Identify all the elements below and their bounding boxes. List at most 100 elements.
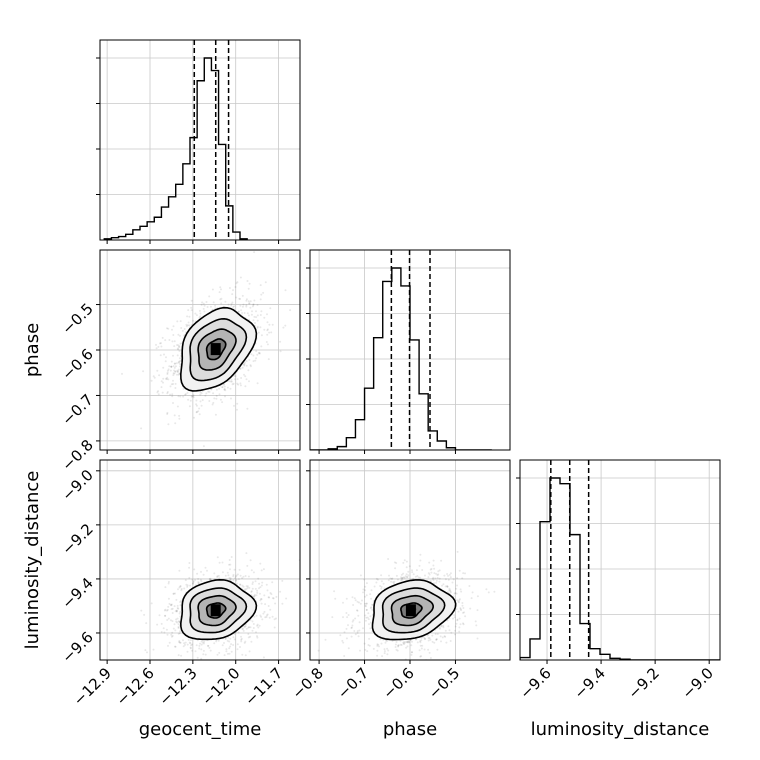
sample-point: [167, 378, 170, 381]
sample-point: [245, 627, 248, 630]
sample-point: [245, 304, 248, 307]
sample-point: [210, 388, 213, 391]
sample-point: [404, 575, 407, 578]
sample-point: [428, 637, 431, 640]
sample-point: [219, 286, 222, 289]
sample-point: [274, 602, 277, 605]
sample-point: [250, 640, 253, 643]
sample-point: [227, 636, 230, 639]
sample-point: [423, 638, 426, 641]
sample-point: [238, 297, 241, 300]
y-axis-title-phase: phase: [22, 323, 43, 377]
sample-point: [187, 661, 189, 663]
sample-point: [174, 387, 177, 389]
sample-point: [421, 569, 424, 571]
sample-point: [427, 572, 430, 575]
sample-point: [257, 577, 260, 580]
sample-point: [259, 298, 262, 301]
sample-point: [160, 345, 163, 348]
sample-point: [209, 577, 212, 580]
sample-point: [364, 619, 367, 622]
sample-point: [237, 578, 240, 581]
sample-point: [395, 648, 398, 651]
sample-point: [179, 320, 182, 323]
sample-point: [165, 356, 167, 359]
sample-point: [241, 294, 244, 297]
sample-point: [172, 379, 174, 382]
sample-point: [214, 413, 217, 416]
sample-point: [407, 641, 410, 644]
sample-point: [202, 649, 205, 652]
sample-point: [178, 361, 181, 363]
sample-point: [437, 570, 440, 573]
sample-point: [228, 287, 231, 289]
sample-point: [243, 361, 246, 364]
sample-point: [189, 642, 192, 645]
sample-point: [234, 286, 237, 288]
sample-point: [209, 305, 212, 308]
sample-point: [364, 605, 367, 608]
sample-point: [402, 572, 405, 575]
sample-point: [163, 631, 166, 634]
sample-point: [354, 633, 357, 636]
sample-point: [429, 580, 432, 582]
sample-point: [475, 624, 478, 627]
y-tick-label: −0.5: [58, 300, 96, 338]
sample-point: [444, 629, 447, 632]
sample-point: [166, 369, 169, 372]
sample-point: [248, 586, 251, 589]
sample-point: [342, 601, 344, 604]
sample-point: [179, 585, 182, 588]
sample-point: [236, 402, 239, 405]
panel-border: [519, 459, 721, 661]
sample-point: [364, 585, 367, 588]
sample-point: [228, 576, 231, 579]
panel-border: [99, 459, 301, 661]
sample-point: [433, 641, 436, 644]
sample-point: [179, 601, 182, 603]
sample-point: [221, 644, 224, 647]
panel-content: [140, 552, 300, 663]
sample-point: [215, 388, 218, 391]
sample-point: [351, 624, 354, 627]
sample-point: [208, 295, 211, 298]
sample-point: [182, 395, 185, 398]
sample-point: [170, 360, 173, 363]
sample-point: [412, 577, 415, 580]
sample-point: [203, 304, 206, 307]
sample-point: [455, 608, 458, 611]
sample-point: [178, 350, 181, 352]
sample-point: [266, 333, 269, 336]
sample-point: [187, 398, 190, 401]
sample-point: [188, 324, 191, 327]
sample-point: [365, 582, 368, 585]
sample-point: [180, 654, 183, 657]
sample-point: [256, 304, 259, 306]
sample-point: [458, 598, 461, 601]
sample-point: [228, 652, 231, 655]
sample-point: [352, 604, 355, 606]
sample-point: [250, 353, 253, 356]
sample-point: [150, 379, 153, 382]
sample-point: [258, 351, 261, 354]
contour-line: [205, 602, 227, 619]
sample-point: [196, 656, 199, 659]
sample-point: [458, 601, 460, 604]
sample-point: [429, 638, 432, 641]
sample-point: [468, 585, 471, 587]
sample-point: [177, 373, 180, 376]
sample-point: [380, 574, 383, 577]
sample-point: [259, 599, 262, 602]
sample-point: [247, 633, 250, 635]
sample-point: [152, 648, 155, 651]
sample-point: [345, 637, 348, 640]
sample-point: [198, 407, 201, 410]
panel-border: [99, 39, 301, 241]
sample-point: [256, 624, 259, 627]
sample-point: [230, 643, 233, 646]
sample-point: [152, 375, 155, 378]
sample-point: [452, 578, 455, 581]
sample-point: [167, 423, 170, 426]
sample-point: [364, 648, 367, 651]
sample-point: [400, 576, 402, 579]
